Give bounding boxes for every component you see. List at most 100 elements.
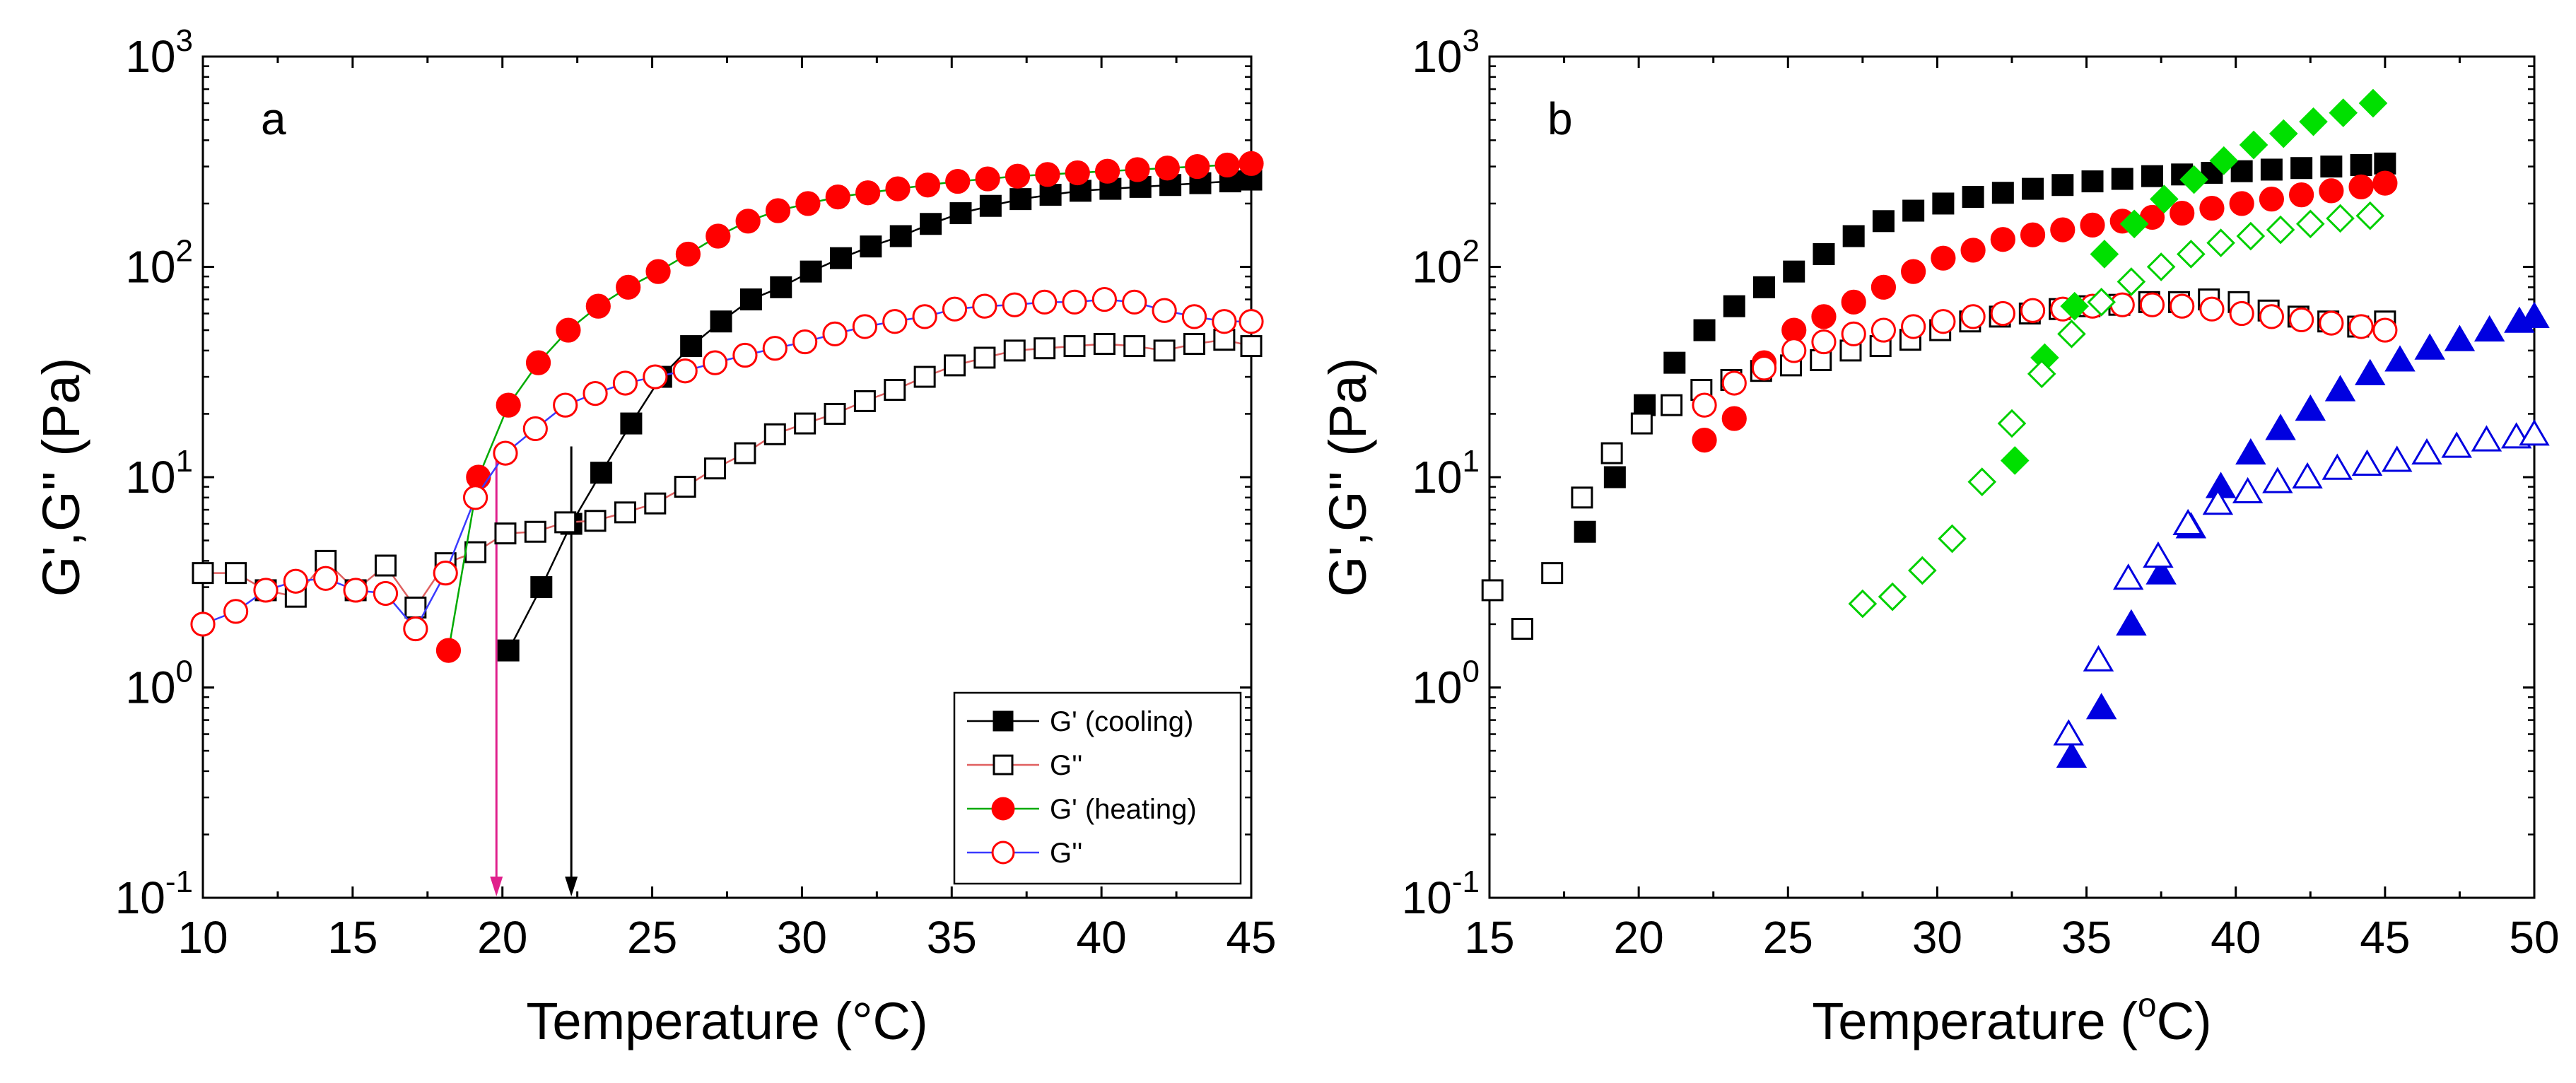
- series-line: [203, 339, 1252, 609]
- data-point: [2081, 170, 2104, 193]
- data-point: [852, 314, 878, 339]
- data-point: [675, 241, 701, 267]
- data-point: [710, 310, 732, 333]
- data-point: [824, 402, 846, 425]
- data-point: [2172, 508, 2203, 536]
- data-point: [1692, 428, 1717, 453]
- data-point: [795, 191, 821, 216]
- data-point: [1009, 188, 1032, 211]
- data-point: [1239, 309, 1264, 334]
- data-point: [915, 172, 940, 198]
- data-point: [190, 611, 216, 637]
- legend-entry-label: G'': [1050, 750, 1082, 781]
- data-point: [1841, 321, 1866, 346]
- data-point: [800, 260, 822, 283]
- data-point: [949, 202, 972, 225]
- data-point: [2374, 152, 2396, 175]
- data-point: [433, 561, 458, 586]
- data-point: [2292, 462, 2323, 489]
- series-g-: [192, 329, 1263, 619]
- data-point: [2348, 314, 2374, 339]
- x-tick-label: 50: [2509, 912, 2559, 963]
- data-point: [493, 440, 518, 466]
- data-point: [2143, 541, 2174, 568]
- data-point: [1692, 392, 1717, 418]
- data-point: [2259, 187, 2284, 212]
- data-point: [1878, 582, 1907, 611]
- data-point: [404, 596, 427, 619]
- data-point: [2265, 414, 2296, 440]
- x-axis-label-degree: o: [2138, 987, 2157, 1024]
- transition-arrow-head: [490, 877, 503, 896]
- data-point: [2112, 563, 2144, 590]
- data-point: [1693, 319, 1716, 341]
- data-point: [2051, 174, 2074, 197]
- data-point: [942, 296, 968, 322]
- data-point: [1630, 412, 1653, 435]
- y-tick-exponent: -1: [165, 865, 193, 899]
- data-point: [225, 562, 247, 585]
- data-point: [735, 209, 761, 234]
- data-point: [373, 580, 399, 607]
- data-point: [374, 554, 397, 577]
- data-point: [913, 365, 936, 388]
- legend-marker: [993, 754, 1014, 775]
- data-point: [614, 501, 636, 524]
- data-point: [2229, 300, 2254, 327]
- data-point: [1901, 259, 1926, 284]
- data-point: [496, 392, 521, 418]
- y-tick-exponent: 2: [176, 234, 193, 269]
- data-point: [794, 412, 816, 435]
- data-point: [2139, 292, 2165, 317]
- legend-marker: [993, 710, 1014, 732]
- data-point: [2000, 446, 2030, 475]
- data-point: [2080, 212, 2105, 238]
- y-tick-label: 10-1: [115, 865, 193, 923]
- series-g-blue: [2056, 301, 2550, 768]
- data-point: [1931, 245, 1956, 271]
- data-point: [1990, 300, 2015, 327]
- data-point: [975, 166, 1000, 192]
- series-g-red: [1692, 292, 2398, 418]
- data-point: [973, 346, 996, 369]
- y-tick-label: 103: [1412, 23, 1480, 82]
- data-point: [2299, 107, 2328, 136]
- y-tick-label: 103: [125, 23, 193, 82]
- data-point: [825, 184, 850, 210]
- data-point: [590, 462, 613, 484]
- data-point: [2355, 358, 2386, 385]
- data-point: [1751, 356, 1777, 381]
- data-point: [1032, 289, 1058, 315]
- data-point: [702, 350, 728, 375]
- data-point: [1571, 486, 1593, 509]
- data-point: [2411, 438, 2442, 465]
- data-point: [2262, 467, 2293, 493]
- data-point: [855, 180, 881, 206]
- x-tick-label: 40: [2211, 912, 2261, 963]
- x-axis-label: Temperature (oC): [1812, 987, 2211, 1050]
- y-tick-base: 10: [125, 452, 175, 503]
- data-point: [1034, 337, 1056, 360]
- y-axis-label: G',G'' (Pa): [1318, 358, 1377, 597]
- x-tick-label: 15: [327, 912, 377, 963]
- data-point: [524, 520, 546, 543]
- data-point: [979, 194, 1002, 217]
- data-point: [403, 616, 428, 642]
- data-point: [1002, 292, 1027, 317]
- data-point: [1183, 333, 1205, 356]
- data-point: [2236, 221, 2266, 251]
- y-tick-exponent: 1: [1463, 444, 1480, 479]
- data-point: [2414, 333, 2445, 360]
- data-point: [1239, 151, 1264, 176]
- data-point: [1063, 335, 1086, 358]
- y-tick-base: 10: [115, 872, 165, 923]
- data-point: [2326, 204, 2355, 233]
- data-point: [2266, 215, 2295, 245]
- y-tick-label: 100: [1412, 655, 1480, 713]
- x-tick-label: 15: [1464, 912, 1514, 963]
- data-point: [2289, 307, 2314, 333]
- y-tick-exponent: 0: [1463, 655, 1480, 689]
- series-g-black: [1574, 152, 2396, 543]
- legend-entry-label: G' (heating): [1050, 794, 1197, 825]
- data-point: [1154, 156, 1180, 181]
